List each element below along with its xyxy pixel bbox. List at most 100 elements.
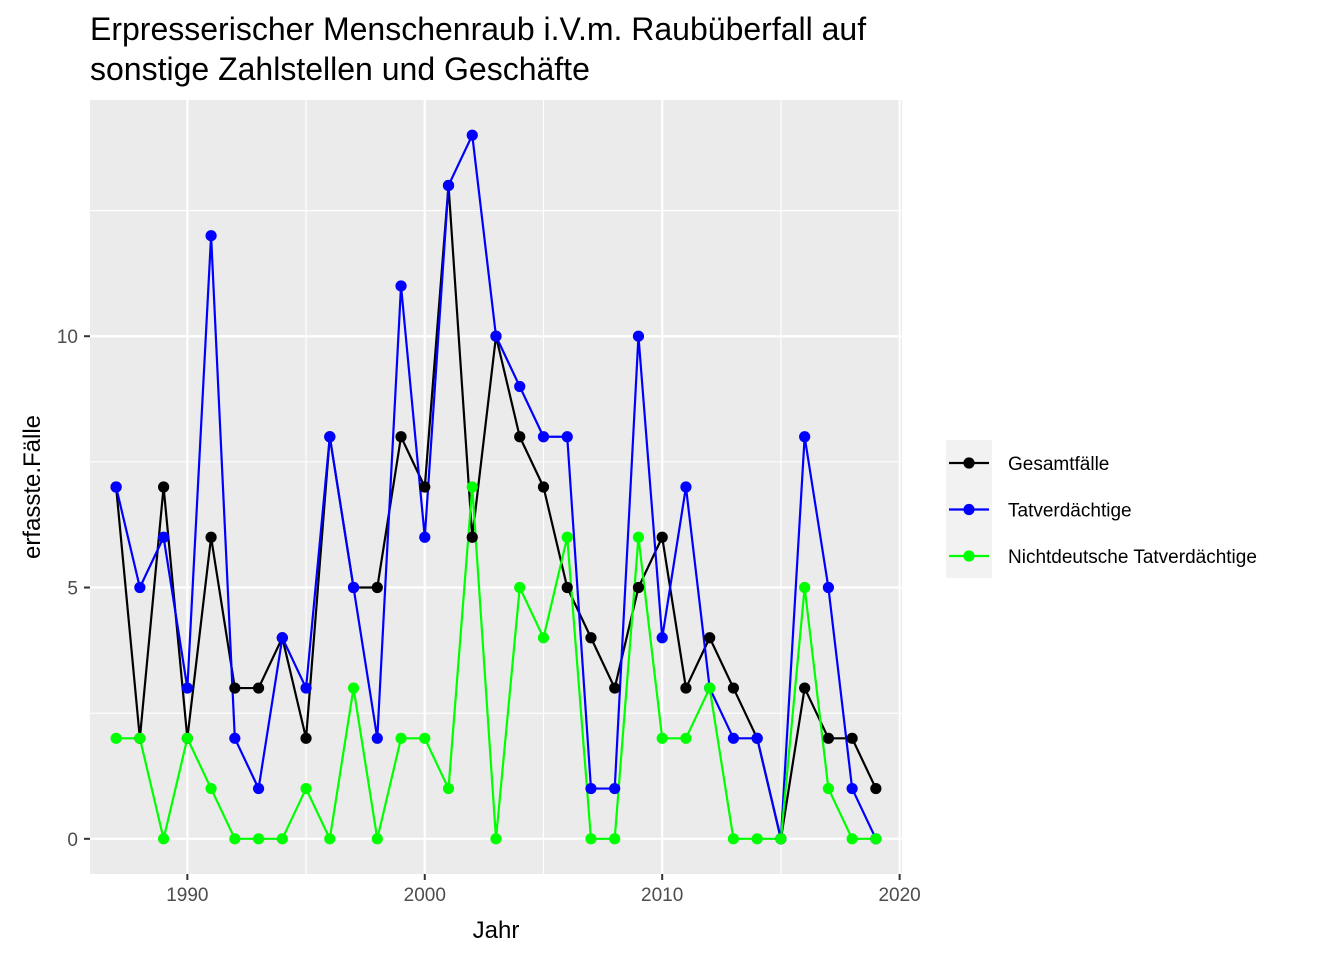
series-3-point <box>727 833 740 845</box>
series-2-point <box>846 782 858 795</box>
y-tick-label: 5 <box>67 579 78 600</box>
series-2-point <box>419 531 431 543</box>
legend: Gesamtfälle Tatverdächtige Nichtdeutsche T… <box>946 440 1257 578</box>
series-1-point <box>205 531 217 543</box>
series-2-point <box>585 782 597 795</box>
x-tick-label: 1990 <box>166 885 208 906</box>
series-2-point <box>324 431 336 443</box>
series-2-point <box>276 632 288 644</box>
series-3-point <box>632 531 645 543</box>
series-3-point <box>229 833 241 845</box>
y-axis: 0 5 10 <box>57 327 90 851</box>
series-2-point <box>727 732 740 744</box>
series-3-point <box>371 833 383 845</box>
series-3-point <box>490 833 502 845</box>
series-1-point <box>395 431 407 443</box>
series-1-point <box>822 732 834 744</box>
legend-label: Nichtdeutsche Tatverdächtige <box>1008 547 1257 568</box>
series-1-point <box>704 632 716 644</box>
series-3-point <box>537 632 550 644</box>
series-1-point <box>537 481 550 493</box>
legend-label: Gesamtfälle <box>1008 454 1109 475</box>
series-2-point <box>680 481 692 493</box>
series-1-point <box>870 782 882 795</box>
series-3-point <box>822 782 834 795</box>
series-2-point <box>229 732 241 744</box>
series-3-point <box>466 481 478 493</box>
series-2-point <box>158 531 170 543</box>
series-3-point <box>300 782 312 795</box>
x-axis: 1990 2000 2010 2020 <box>166 874 921 906</box>
series-3-point <box>395 732 407 744</box>
legend-key-point <box>963 457 975 469</box>
series-3-point <box>680 732 692 744</box>
series-3-point <box>775 833 787 845</box>
chart-title-line-1: Erpresserischer Menschenraub i.V.m. Raub… <box>90 11 866 47</box>
legend-key-point <box>963 550 975 562</box>
plot-panel <box>90 100 902 874</box>
series-2-point <box>514 380 526 393</box>
series-2-point <box>110 481 122 493</box>
series-3-point <box>324 833 336 845</box>
series-2-point <box>490 330 502 342</box>
series-1-point <box>419 481 431 493</box>
series-2-point <box>822 581 834 594</box>
series-3-point <box>252 833 265 845</box>
series-2-point <box>371 732 383 744</box>
x-tick-label: 2000 <box>404 885 446 906</box>
series-1-point <box>727 682 740 694</box>
series-2-point <box>134 581 146 594</box>
series-3-point <box>134 732 146 744</box>
series-3-point <box>158 833 170 845</box>
series-3-point <box>704 682 716 694</box>
series-2-point <box>751 732 763 744</box>
series-3-point <box>846 833 858 845</box>
series-2-point <box>466 129 478 141</box>
series-3-point <box>656 732 668 744</box>
series-2-point <box>252 782 265 795</box>
legend-key-point <box>963 503 975 516</box>
series-2-point <box>799 431 811 443</box>
series-2-point <box>347 581 360 594</box>
series-3-point <box>799 581 811 594</box>
series-1-point <box>229 682 241 694</box>
series-3-point <box>419 732 431 744</box>
series-1-point <box>846 732 858 744</box>
x-tick-label: 2010 <box>641 885 683 906</box>
series-1-point <box>252 682 265 694</box>
series-3-point <box>585 833 597 845</box>
series-1-point <box>680 682 692 694</box>
series-2-point <box>205 230 217 242</box>
y-axis-title: erfasste.Fälle <box>19 415 46 559</box>
series-1-point <box>466 531 478 543</box>
series-2-point <box>537 431 550 443</box>
series-2-point <box>561 431 573 443</box>
series-2-point <box>656 632 668 644</box>
series-3-point <box>609 833 621 845</box>
series-3-point <box>205 782 217 795</box>
series-3-point <box>181 732 193 744</box>
series-3-point <box>870 833 882 845</box>
legend-label: Tatverdächtige <box>1008 501 1132 522</box>
x-tick-label: 2020 <box>878 885 920 906</box>
chart-title-line-2: sonstige Zahlstellen und Geschäfte <box>90 51 590 87</box>
x-axis-title: Jahr <box>473 917 520 944</box>
series-1-point <box>656 531 668 543</box>
series-2-point <box>632 330 645 342</box>
series-1-point <box>632 581 645 594</box>
series-3-point <box>110 732 122 744</box>
series-2-point <box>609 782 621 795</box>
series-1-point <box>561 581 573 594</box>
series-3-point <box>514 581 526 594</box>
series-2-point <box>181 682 193 694</box>
series-1-point <box>371 581 383 594</box>
series-3-point <box>561 531 573 543</box>
series-2-point <box>395 280 407 292</box>
series-1-point <box>609 682 621 694</box>
series-1-point <box>300 732 312 744</box>
series-3-point <box>347 682 360 694</box>
series-3-point <box>751 833 763 845</box>
series-points <box>110 129 882 845</box>
series-2-point <box>300 682 312 694</box>
